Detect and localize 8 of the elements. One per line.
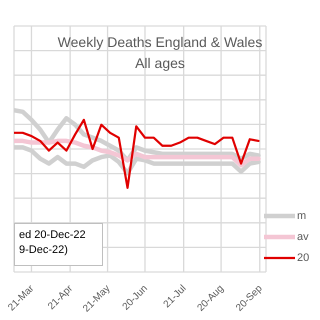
legend-label: 20 — [297, 252, 310, 264]
legend-label: av — [297, 230, 309, 242]
note-box: ed 20-Dec-22 9-Dec-22) — [14, 223, 103, 266]
chart-subtitle: All ages — [134, 54, 186, 73]
legend-label: m — [297, 210, 306, 222]
annotation: 9-Dec-22) — [19, 243, 69, 258]
annotation: ed 20-Dec-22 — [19, 228, 87, 243]
chart-title: Weekly Deaths England & Wales — [56, 33, 264, 52]
